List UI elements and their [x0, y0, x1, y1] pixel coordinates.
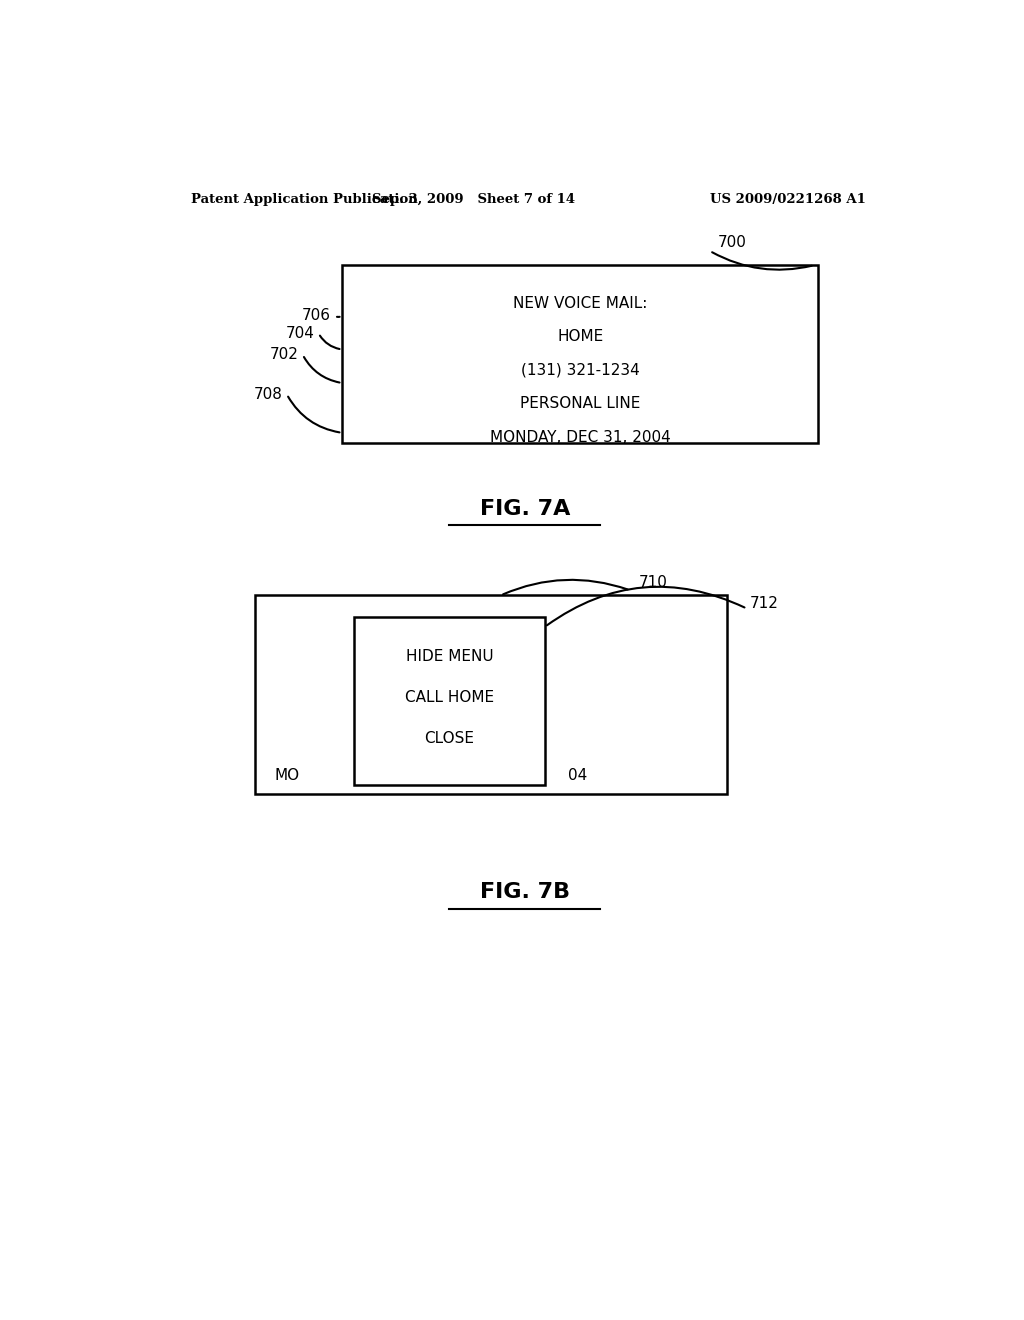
Text: HIDE MENU: HIDE MENU — [406, 649, 494, 664]
Text: 04: 04 — [568, 768, 588, 783]
Text: FIG. 7A: FIG. 7A — [479, 499, 570, 519]
Text: 708: 708 — [254, 387, 283, 401]
Text: 704: 704 — [286, 326, 314, 341]
Bar — [342, 265, 818, 444]
Text: PERSONAL LINE: PERSONAL LINE — [520, 396, 641, 412]
Text: MONDAY, DEC 31, 2004: MONDAY, DEC 31, 2004 — [489, 430, 671, 445]
Text: 712: 712 — [750, 597, 778, 611]
Text: US 2009/0221268 A1: US 2009/0221268 A1 — [711, 193, 866, 206]
Text: 700: 700 — [718, 235, 746, 251]
Text: (131) 321-1234: (131) 321-1234 — [521, 363, 640, 378]
Text: 706: 706 — [301, 309, 331, 323]
Text: MO: MO — [274, 768, 300, 783]
Text: 710: 710 — [638, 574, 668, 590]
Text: Patent Application Publication: Patent Application Publication — [191, 193, 418, 206]
Text: CLOSE: CLOSE — [424, 731, 474, 746]
Text: CALL HOME: CALL HOME — [404, 690, 494, 705]
Text: 702: 702 — [269, 347, 299, 362]
Text: Sep. 3, 2009   Sheet 7 of 14: Sep. 3, 2009 Sheet 7 of 14 — [372, 193, 574, 206]
Text: FIG. 7B: FIG. 7B — [479, 882, 570, 903]
Bar — [255, 595, 727, 793]
Text: NEW VOICE MAIL:: NEW VOICE MAIL: — [513, 296, 647, 310]
Bar — [354, 616, 545, 784]
Text: HOME: HOME — [557, 329, 603, 345]
